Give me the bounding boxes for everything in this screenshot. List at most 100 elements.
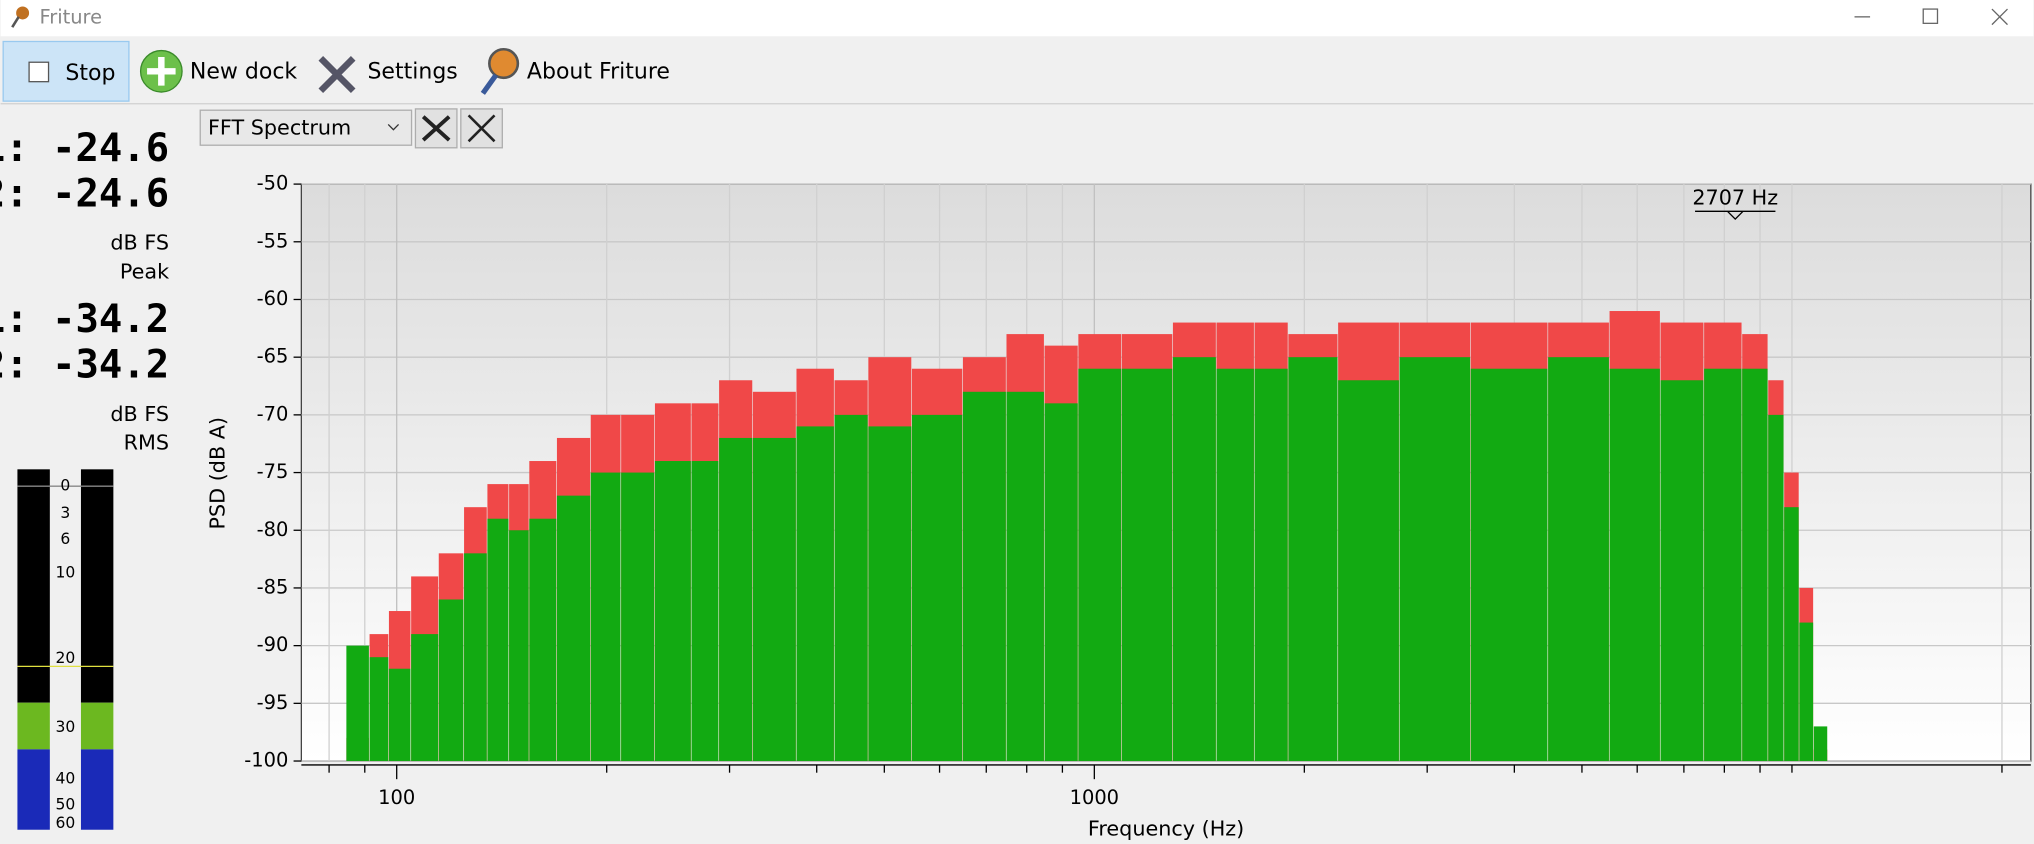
toolbar-label[interactable]: Stop — [65, 61, 115, 86]
y-tick-label: -80 — [257, 518, 289, 541]
maximize[interactable] — [1922, 8, 1939, 24]
spectrum-bar — [796, 426, 834, 762]
rms-level: 2: -34.2 — [0, 342, 169, 387]
about-icon[interactable] — [488, 47, 520, 80]
annotation-marker — [1695, 210, 1776, 221]
spectrum-bar — [1609, 368, 1660, 762]
meter-bg — [80, 469, 114, 703]
annotation: 2707 Hz — [1692, 185, 1778, 209]
spectrum-bar — [1742, 368, 1768, 762]
rms-level: 1: -34.2 — [0, 297, 169, 342]
spectrum-bar — [438, 599, 464, 762]
y-tick-label: -90 — [257, 633, 289, 656]
y-tick-label: -95 — [257, 691, 289, 714]
new-dock-icon — [147, 57, 176, 86]
meter-scale-label: 40 — [55, 770, 75, 788]
spectrum-bar — [1768, 414, 1784, 762]
spectrum-bar — [388, 668, 411, 762]
spectrum-bar — [719, 437, 753, 762]
close-icon — [467, 114, 496, 143]
spectrum-bar — [1254, 368, 1288, 762]
peak-level: 1: -24.6 — [0, 126, 169, 171]
settings-icon[interactable] — [318, 56, 356, 94]
x-tick-label: 100 — [378, 786, 415, 809]
peak-level: 2: -24.6 — [0, 171, 169, 216]
spectrum-bar — [1078, 368, 1122, 762]
bars — [346, 311, 1828, 762]
spectrum-bar — [411, 634, 439, 762]
y-tick-label: -70 — [257, 402, 289, 425]
y-axis-label: PSD (dB A) — [205, 417, 229, 530]
y-tick-label: -100 — [244, 749, 288, 772]
unit-label: Peak — [120, 259, 169, 283]
meter-scale-label: 6 — [60, 530, 70, 548]
spectrum-bar — [1216, 368, 1254, 762]
spectrum-bar — [752, 437, 796, 762]
y-tick-label: -60 — [257, 287, 289, 310]
spectrum-bar — [1338, 380, 1399, 762]
spectrum-bar — [1006, 391, 1044, 762]
about-icon — [480, 73, 498, 95]
view-selector[interactable] — [199, 109, 413, 146]
spectrum-bar — [509, 530, 529, 762]
x-axis-label: Frequency (Hz) — [1088, 817, 1244, 841]
x-tick-label: 1000 — [1070, 786, 1119, 809]
stop-button[interactable] — [2, 40, 130, 102]
dropdown-arrow — [387, 124, 400, 131]
spectrum-bar — [1704, 368, 1742, 762]
meter-scale-label: 10 — [55, 564, 75, 582]
window-title: Friture — [39, 6, 102, 29]
toolbar-label[interactable]: New dock — [190, 60, 298, 85]
spectrum-bar — [962, 391, 1006, 762]
spectrum-bar — [691, 461, 719, 762]
settings-icon — [421, 115, 451, 142]
spectrum-bar — [1660, 380, 1704, 762]
toolbar-label[interactable]: About Friture — [527, 60, 670, 85]
app-icon — [16, 6, 30, 20]
view-selector-text[interactable]: FFT Spectrum — [208, 115, 351, 139]
meter-scale-label: 0 — [60, 477, 70, 495]
spectrum-bar — [868, 426, 912, 762]
spectrum-bar — [1399, 357, 1471, 762]
settings-button[interactable] — [414, 108, 458, 149]
close[interactable] — [1991, 8, 2008, 26]
spectrum-bar — [654, 461, 691, 762]
spectrum-bar — [1288, 357, 1338, 762]
spectrum-bar — [346, 645, 369, 762]
meter-scale-label: 30 — [55, 718, 75, 736]
meter-bg — [17, 469, 50, 703]
y-tick-label: -55 — [257, 229, 289, 252]
spectrum-bar — [1784, 507, 1799, 762]
spectrum-bar — [556, 495, 591, 762]
spectrum-bar — [1813, 726, 1828, 762]
spectrum-bar — [487, 518, 509, 762]
meters — [17, 469, 114, 830]
unit: dB FS — [110, 231, 169, 255]
spectrum-bar — [529, 518, 557, 762]
app-icon — [11, 16, 20, 28]
axes: -50 -55 -60 -65 -70 -75 -80 -85 -90 -95 -100 100 100… — [244, 172, 2031, 809]
unit: dB FS — [110, 402, 169, 426]
unit-label: RMS — [124, 430, 169, 454]
meter-scale-label: 60 — [55, 814, 75, 832]
meter-fill — [17, 702, 50, 750]
meter-fill — [80, 702, 114, 750]
toolbar-label[interactable]: Settings — [367, 60, 457, 85]
spectrum-bar — [1121, 368, 1173, 762]
spectrum-bar — [1044, 403, 1078, 762]
spectrum-bar — [911, 414, 963, 762]
spectrum-bar — [1799, 622, 1814, 762]
spectrum-bar — [369, 657, 389, 762]
spectrum-bar — [621, 472, 655, 762]
title-bar — [0, 0, 2034, 37]
spectrum-bar — [464, 553, 487, 762]
y-tick-label: -75 — [257, 460, 289, 483]
y-tick-label: -65 — [257, 345, 289, 368]
spectrum-bar — [1470, 368, 1548, 762]
spectrum-bar — [1548, 357, 1609, 762]
checkbox[interactable] — [28, 61, 50, 83]
y-tick-label: -85 — [257, 575, 289, 598]
spectrum-bar — [834, 414, 868, 762]
